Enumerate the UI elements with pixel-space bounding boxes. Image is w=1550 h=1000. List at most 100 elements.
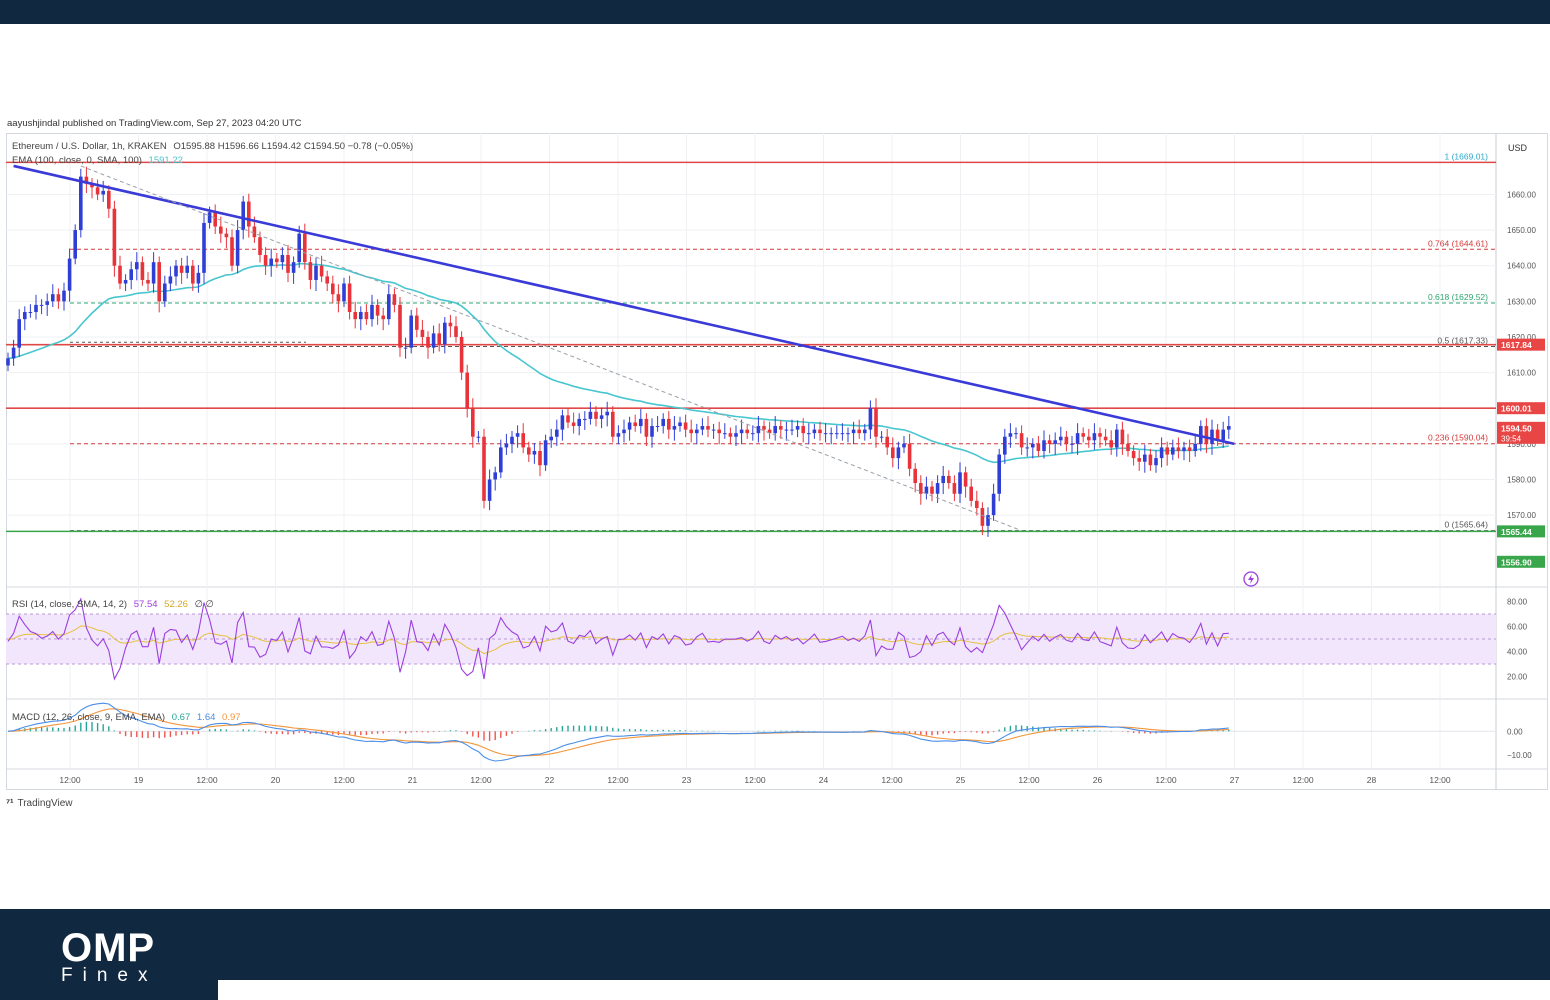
candle-up [1159, 447, 1164, 459]
candle-down [331, 283, 335, 295]
candle-down [980, 507, 985, 526]
rsi-tick-label: 20.00 [1507, 673, 1528, 682]
candle-up [185, 265, 189, 273]
candle-down [633, 422, 637, 427]
candle-down [611, 411, 615, 437]
ema-line [7, 262, 1229, 464]
omp-finex-logo: OMP Finex [61, 928, 157, 986]
candle-up [560, 415, 565, 430]
footer-strip [218, 980, 1550, 1000]
price-chart[interactable]: 1 (1669.01) 0.764 (1644.61) 0.618 (1629.52… [6, 133, 1548, 790]
candle-down [303, 233, 307, 263]
fib-level-label: 0.618 (1629.52) [1428, 292, 1488, 302]
price-marker-label: 1556.90 [1501, 557, 1532, 567]
candle-up [151, 262, 156, 284]
candle-down [913, 468, 917, 484]
candle-down [527, 447, 531, 455]
candle-down [969, 486, 973, 501]
price-marker-label: 1617.84 [1501, 340, 1532, 350]
lightning-icon[interactable] [1243, 571, 1259, 587]
candle-down [107, 190, 111, 209]
candle-down [1215, 429, 1220, 441]
candle-up [443, 322, 447, 345]
candle-up [823, 433, 828, 435]
candle-down [947, 475, 951, 484]
candle-down [112, 208, 117, 266]
candle-up [409, 315, 413, 348]
candle-down [801, 426, 805, 434]
candle-up [935, 483, 940, 494]
candle-down [263, 255, 268, 266]
candle-down [706, 426, 710, 430]
candle-up [403, 347, 408, 349]
x-tick-label: 24 [819, 775, 829, 785]
brand-main: OMP [61, 926, 156, 970]
candle-down [566, 415, 570, 423]
candle-up [941, 475, 945, 484]
candle-down [230, 237, 234, 266]
candle-down [392, 294, 397, 305]
x-tick-label: 12:00 [470, 775, 492, 785]
candle-up [1070, 443, 1074, 445]
candle-down [448, 322, 453, 327]
macd-tick-label: −10.00 [1507, 751, 1532, 760]
candle-down [1036, 443, 1041, 451]
candle-down [779, 426, 783, 430]
candle-up [101, 190, 105, 195]
candle-down [521, 433, 525, 448]
candle-up [235, 230, 240, 266]
candle-up [583, 418, 587, 420]
candle-up [28, 312, 33, 314]
rsi-tick-label: 80.00 [1507, 598, 1528, 607]
fib-level-label: 1 (1669.01) [1445, 151, 1489, 161]
candle-up [672, 426, 677, 430]
candle-up [6, 358, 10, 366]
ema-legend: EMA (100, close, 0, SMA, 100) 1591.22 [12, 155, 183, 166]
candle-down [644, 418, 649, 437]
candle-up [207, 212, 212, 223]
candle-down [689, 429, 693, 434]
candle-up [986, 515, 990, 526]
candle-up [314, 265, 318, 280]
candle-down [465, 372, 469, 409]
candle-up [532, 450, 537, 455]
candle-up [291, 262, 296, 273]
candle-up [476, 436, 481, 438]
candle-down [683, 422, 688, 430]
candle-down [437, 333, 441, 345]
candle-down [336, 294, 341, 302]
candle-down [252, 226, 257, 238]
candle-down [930, 486, 934, 494]
candle-down [919, 483, 923, 494]
candle-down [56, 294, 61, 302]
candle-down [258, 237, 262, 256]
y-tick-label: 1640.00 [1507, 262, 1536, 271]
candle-up [123, 279, 128, 284]
candle-up [23, 312, 27, 320]
rsi-tick-label: 60.00 [1507, 623, 1528, 632]
fib-level-label: 0 (1565.64) [1445, 520, 1489, 530]
candle-up [504, 443, 509, 448]
candle-up [661, 418, 665, 427]
candle-up [1014, 433, 1018, 435]
candle-up [487, 479, 492, 501]
x-tick-label: 12:00 [1292, 775, 1314, 785]
candle-down [1081, 433, 1085, 437]
candle-up [924, 486, 929, 494]
price-marker-countdown: 39:54 [1501, 434, 1522, 443]
candle-down [381, 315, 385, 320]
candle-up [812, 429, 817, 434]
candle-down [1103, 436, 1108, 441]
candle-down [219, 226, 223, 234]
candle-down [459, 336, 464, 373]
candle-up [342, 283, 346, 302]
candle-up [515, 433, 520, 437]
candle-up [543, 440, 548, 466]
candle-up [1193, 443, 1197, 451]
tradingview-logo: ⁷¹ TradingView [6, 798, 73, 809]
candle-up [1154, 458, 1158, 466]
candle-down [426, 336, 430, 348]
candle-up [79, 176, 83, 231]
candle-up [499, 447, 503, 473]
x-tick-label: 12:00 [333, 775, 355, 785]
